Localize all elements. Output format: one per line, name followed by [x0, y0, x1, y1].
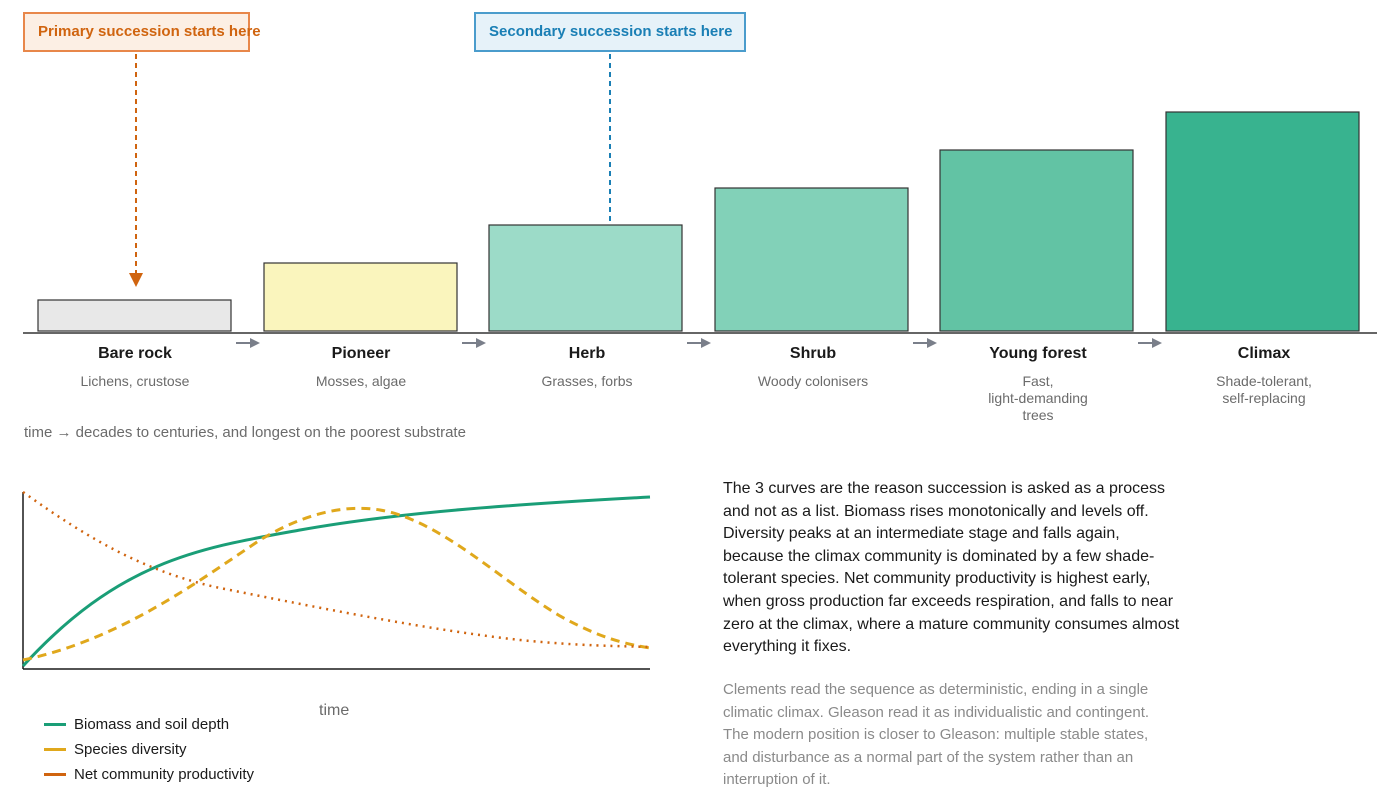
stage-bar-shrub [714, 187, 909, 332]
stage-bar-herb [488, 224, 683, 332]
secondary-succession-callout: Secondary succession starts here [474, 12, 746, 52]
legend-item-diversity: Species diversity [44, 737, 254, 762]
timeline-caption: time → decades to centuries, and longest… [24, 424, 466, 441]
stage-sub-pioneer: Mosses, algae [315, 373, 407, 389]
stage-name-shrub: Shrub [789, 345, 837, 362]
diversity-curve [22, 506, 651, 662]
stage-sub-young-forest: Fast, light-demanding trees [988, 373, 1088, 423]
legend-label-diversity: Species diversity [74, 741, 187, 758]
stage-name-herb: Herb [568, 345, 606, 362]
biomass-curve [21, 495, 651, 668]
history-paragraph: Clements read the sequence as determinis… [723, 681, 1150, 789]
stage-bar-young-forest [939, 149, 1134, 332]
legend-label-biomass: Biomass and soil depth [74, 716, 230, 733]
primary-arrowhead [129, 273, 143, 287]
chart-x-axis-label: time [319, 702, 350, 719]
stage-sub-herb: Grasses, forbs [541, 373, 633, 389]
stage-name-bare-rock: Bare rock [98, 345, 172, 362]
legend-swatch-productivity [44, 773, 66, 776]
stage-bar-pioneer [263, 262, 458, 332]
legend-label-productivity: Net community productivity [74, 766, 255, 783]
stage-name-young-forest: Young forest [989, 345, 1087, 362]
legend-item-productivity: Net community productivity [44, 762, 254, 787]
productivity-curve [22, 490, 651, 649]
stage-sub-bare-rock: Lichens, crustose [80, 373, 190, 389]
stage-name-climax: Climax [1237, 345, 1291, 362]
explanation-paragraph: The 3 curves are the reason succession i… [723, 480, 1180, 656]
legend-swatch-diversity [44, 748, 66, 751]
legend-swatch-biomass [44, 723, 66, 726]
stage-name-pioneer: Pioneer [331, 345, 391, 362]
stage-arrows [236, 338, 1162, 348]
stage-sub-climax: Shade-tolerant, self-replacing [1216, 373, 1312, 406]
stage-sub-shrub: Woody colonisers [757, 373, 869, 389]
primary-succession-callout: Primary succession starts here [23, 12, 261, 52]
stage-bar-bare-rock [37, 299, 232, 332]
stage-bar-climax [1165, 111, 1360, 332]
legend-item-biomass: Biomass and soil depth [44, 712, 254, 737]
chart-legend: Biomass and soil depth Species diversity… [44, 712, 254, 787]
